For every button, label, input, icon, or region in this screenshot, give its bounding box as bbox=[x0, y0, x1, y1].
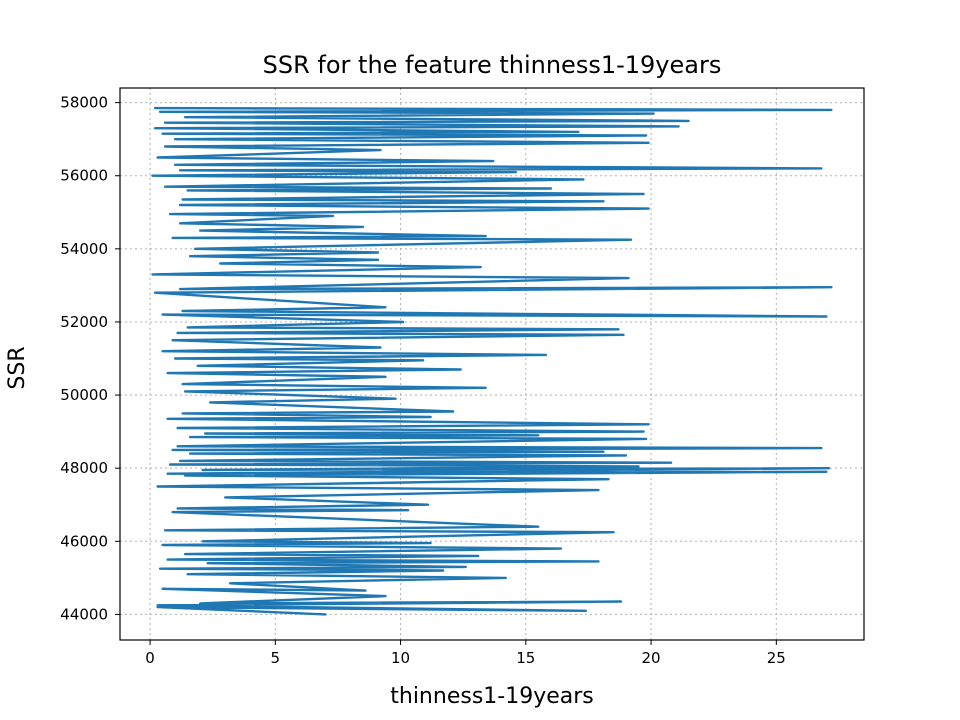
x-tick-label: 15 bbox=[516, 649, 535, 667]
x-axis: 0 5 10 15 20 25 bbox=[145, 640, 786, 667]
y-tick-label: 54000 bbox=[60, 240, 108, 258]
y-tick-label: 56000 bbox=[60, 167, 108, 185]
x-tick-label: 10 bbox=[391, 649, 410, 667]
plot-area bbox=[119, 87, 865, 641]
x-tick-label: 0 bbox=[145, 649, 155, 667]
chart-title: SSR for the feature thinness1-19years bbox=[263, 51, 722, 79]
y-tick-label: 48000 bbox=[60, 459, 108, 477]
y-axis: 44000 46000 48000 50000 52000 54000 56000 58000 bbox=[60, 94, 120, 623]
y-tick-label: 58000 bbox=[60, 94, 108, 112]
series-layer bbox=[151, 106, 833, 616]
y-axis-label: SSR bbox=[5, 346, 30, 389]
y-tick-label: 44000 bbox=[60, 605, 108, 623]
x-axis-label: thinness1-19years bbox=[390, 684, 594, 709]
series-line bbox=[151, 106, 833, 616]
grid-lines bbox=[120, 88, 864, 640]
y-tick-label: 50000 bbox=[60, 386, 108, 404]
x-tick-label: 20 bbox=[642, 649, 661, 667]
y-tick-label: 46000 bbox=[60, 532, 108, 550]
x-tick-label: 25 bbox=[767, 649, 786, 667]
y-tick-label: 52000 bbox=[60, 313, 108, 331]
x-tick-label: 5 bbox=[271, 649, 281, 667]
